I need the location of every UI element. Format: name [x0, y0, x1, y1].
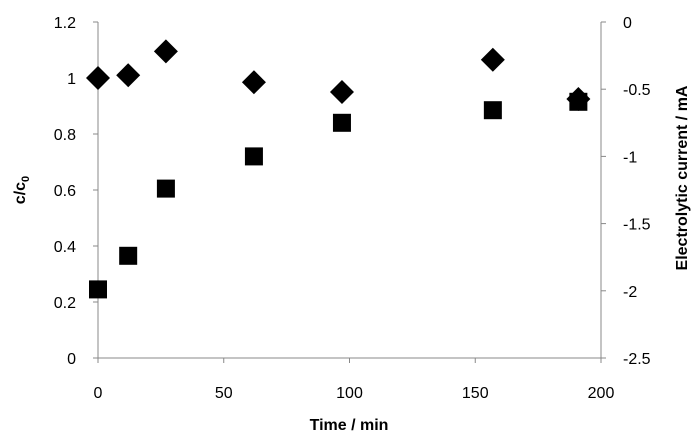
- marks: [86, 39, 591, 299]
- right-y-tick-label: 0: [623, 15, 632, 32]
- x-tick-label: 100: [336, 385, 363, 402]
- right-y-tick-label: -1.5: [623, 217, 651, 234]
- square-point: [89, 280, 107, 299]
- right-y-tick-label: -1: [623, 149, 637, 166]
- square-point: [156, 179, 175, 198]
- diamond-point: [329, 80, 354, 104]
- diamond-point: [116, 63, 141, 88]
- right-y-tick-label: -2.5: [623, 351, 651, 368]
- left-axis-title-sub: 0: [20, 176, 32, 182]
- right-y-tick-label: -0.5: [623, 82, 651, 99]
- left-y-tick-label: 0.8: [54, 127, 76, 144]
- diamond-point: [153, 39, 178, 64]
- left-axis-title: c/c0: [12, 176, 32, 204]
- right-y-tick-label: -2: [623, 284, 637, 301]
- square-point: [332, 113, 351, 132]
- diamond-point: [86, 66, 110, 90]
- x-tick-label: 150: [462, 385, 489, 402]
- left-y-tick-label: 1: [67, 71, 76, 88]
- square-point: [244, 147, 263, 166]
- square-point: [119, 246, 138, 265]
- left-y-tick-label: 0: [67, 351, 76, 368]
- left-y-tick-label: 0.2: [54, 295, 76, 312]
- diamond-point: [241, 70, 266, 95]
- right-axis-title: Electrolytic current / mA: [674, 85, 691, 270]
- left-y-tick-label: 0.6: [54, 183, 76, 200]
- square-point: [483, 101, 502, 120]
- x-tick-label: 0: [94, 385, 103, 402]
- x-axis-title: Time / min: [310, 417, 389, 434]
- diamond-point: [480, 47, 505, 72]
- left-y-tick-label: 0.4: [54, 239, 76, 256]
- tick-labels: 0 50 100 150 200 0 0.2 0.4 0.6 0.8 1 1.2 -2.5 -2 -1.5 -…: [54, 15, 651, 402]
- left-axis-title-main: c/c: [12, 182, 29, 204]
- x-tick-label: 200: [588, 385, 615, 402]
- left-y-tick-label: 1.2: [54, 15, 76, 32]
- x-tick-label: 50: [215, 385, 233, 402]
- square-point: [569, 92, 588, 111]
